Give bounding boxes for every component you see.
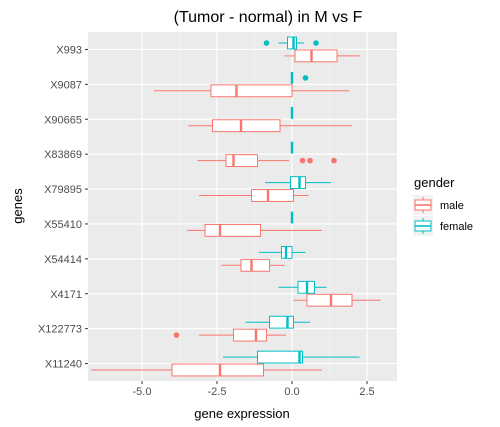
legend-label-female: female [440,221,473,233]
legend-title: gender [414,175,455,190]
box-male-x9087 [154,84,349,98]
outlier-point [313,40,319,46]
box-body [210,84,293,98]
x-tick-label: -5.0 [133,386,152,398]
y-tick-labels: X993 X9087 X90665 X83869 X79895 X55410 X54414 X… [38,44,88,371]
box-body [287,36,297,50]
legend-item-male: male [413,195,464,215]
box-body [240,258,270,272]
x-tick-labels: -5.0 -2.5 0.0 2.5 [133,381,375,398]
x-tick-label: -2.5 [208,386,227,398]
box-body [269,315,294,329]
box-body [171,363,264,377]
y-tick-label-x993: X993 [56,44,82,56]
box-body [251,189,294,202]
box-male-x90665 [188,119,352,133]
box-female-x4171 [278,280,327,294]
y-tick-label-x9087: X9087 [50,79,82,91]
x-tick-label: 2.5 [359,386,374,398]
outlier-point [307,157,313,164]
outlier-point [302,75,309,81]
box-female-x54414 [259,245,306,259]
box-body [225,154,258,168]
legend: gender male female [413,175,473,236]
outlier-point [173,332,180,338]
box-marks [91,36,381,377]
box-male-x11240 [91,363,322,377]
outlier-point [299,157,306,164]
y-axis-title: genes [10,188,25,224]
outlier-point [331,157,337,164]
chart-title: (Tumor - normal) in M vs F [174,9,363,26]
legend-item-female: female [413,216,473,236]
legend-label-male: male [440,200,464,212]
y-tick-label-x122773: X122773 [38,324,82,336]
box-male-x993 [284,49,360,63]
box-female-x9087 [290,71,309,84]
y-tick-label-x54414: X54414 [44,254,82,266]
box-male-x122773 [173,328,286,342]
box-male-x54414 [221,258,285,272]
y-tick-label-x83869: X83869 [44,149,82,161]
box-female-x122773 [245,315,310,329]
box-body [204,223,261,237]
y-tick-label-x11240: X11240 [45,359,82,371]
box-body [294,49,338,63]
x-tick-label: 0.0 [284,386,299,398]
box-male-x79895 [199,189,309,202]
grid-lines [88,32,397,381]
y-tick-label-x55410: X55410 [44,219,82,231]
box-body [290,176,306,190]
box-male-x55410 [187,223,322,237]
box-male-x83869 [197,154,337,168]
y-tick-label-x79895: X79895 [44,184,82,196]
box-body [233,328,267,342]
box-body [306,293,353,307]
y-tick-label-x4171: X4171 [50,289,82,301]
outlier-point [263,40,270,46]
x-axis-title: gene expression [194,406,289,421]
box-body [212,119,281,133]
box-female-x79895 [265,176,331,190]
box-female-x11240 [223,350,360,364]
y-tick-label-x90665: X90665 [44,114,82,126]
box-body [257,350,303,364]
box-female-x993 [263,36,319,50]
box-male-x4171 [293,293,381,307]
